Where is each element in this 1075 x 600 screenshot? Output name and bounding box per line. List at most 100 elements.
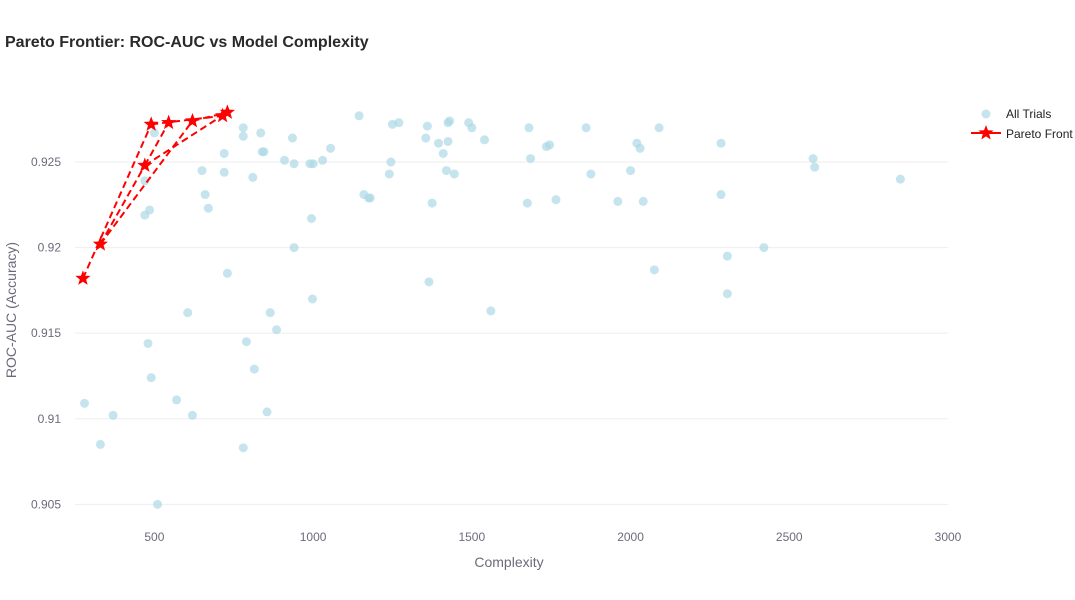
trial-point [421, 133, 431, 143]
trial-point [386, 157, 396, 167]
trial-point [197, 166, 207, 176]
legend[interactable]: All Trials Pareto Front [971, 107, 1073, 141]
pareto-point [92, 236, 108, 251]
trial-point [287, 133, 297, 143]
trial-point [307, 214, 317, 223]
legend-trials-marker [981, 109, 991, 119]
trial-point [810, 162, 820, 172]
trial-point [422, 121, 432, 131]
trial-point [438, 148, 448, 158]
trial-point [248, 172, 258, 182]
y-axis-title: ROC-AUC (Accuracy) [3, 242, 19, 378]
trial-point [187, 410, 197, 420]
trial-point [722, 251, 732, 261]
trial-point [424, 277, 434, 287]
pareto-segment [82, 123, 153, 279]
x-axis-title: Complexity [474, 554, 543, 570]
trial-point [384, 169, 394, 179]
trial-point [635, 143, 645, 153]
trial-point [524, 123, 534, 133]
x-tick-label: 2500 [776, 530, 803, 544]
trial-point [149, 128, 159, 138]
x-tick-label: 1000 [300, 530, 327, 544]
x-tick-label: 3000 [935, 530, 962, 544]
y-tick-label: 0.915 [31, 326, 61, 340]
pareto-segment [99, 164, 146, 245]
pareto-point [161, 114, 177, 130]
trial-point [289, 159, 299, 169]
trial-point [526, 154, 536, 164]
legend-trials-label: All Trials [1006, 107, 1051, 121]
trial-point [449, 169, 459, 179]
trial-point [443, 136, 453, 146]
x-tick-label: 1500 [458, 530, 485, 544]
trial-point [654, 123, 664, 133]
pareto-point [143, 116, 159, 131]
all-trials-series [80, 111, 905, 509]
trial-point [308, 159, 318, 169]
y-tick-label: 0.92 [38, 241, 62, 255]
trial-point [172, 395, 182, 405]
trial-point [354, 111, 364, 121]
pareto-point [219, 104, 235, 119]
trial-point [256, 128, 266, 138]
trial-point [241, 337, 251, 347]
trial-point [441, 166, 451, 176]
trial-point [238, 131, 248, 141]
legend-pareto-label: Pareto Front [1006, 127, 1073, 141]
trial-point [259, 147, 269, 157]
x-tick-labels: 500 1000 1500 2000 2500 3000 [144, 530, 961, 544]
pareto-point [75, 270, 91, 285]
trial-point [219, 167, 229, 177]
trial-point [280, 155, 290, 165]
trial-point [716, 138, 726, 148]
x-tick-label: 500 [144, 530, 164, 544]
y-tick-labels: 0.905 0.91 0.915 0.92 0.925 [31, 155, 61, 511]
trial-point [480, 135, 490, 145]
grid-lines [75, 161, 948, 505]
trial-point [486, 306, 496, 316]
pareto-point [137, 157, 153, 172]
trial-point [759, 243, 769, 253]
trial-point [200, 190, 210, 200]
trial-point [581, 123, 591, 133]
trial-point [586, 169, 596, 179]
trial-point [153, 499, 163, 509]
trial-point [238, 443, 248, 453]
trial-point [326, 143, 336, 153]
trial-point [427, 198, 437, 208]
trial-point [626, 166, 636, 176]
trial-point [249, 364, 259, 374]
trial-point [445, 116, 455, 126]
trial-point [222, 268, 232, 278]
trial-point [522, 198, 532, 208]
trial-point [95, 439, 105, 449]
y-tick-label: 0.925 [31, 155, 61, 169]
trial-point [238, 123, 248, 133]
trial-point [140, 176, 150, 186]
trial-point [551, 195, 561, 205]
trial-point [722, 289, 732, 299]
trial-point [265, 308, 275, 318]
trial-point [145, 205, 155, 215]
pareto-front-series [75, 104, 235, 285]
pareto-point [184, 112, 201, 128]
trial-point [289, 243, 299, 253]
y-tick-label: 0.91 [38, 412, 62, 426]
y-tick-label: 0.905 [31, 497, 61, 511]
trial-point [183, 308, 193, 318]
trial-point [108, 410, 118, 420]
trial-point [80, 398, 90, 408]
trial-point [219, 148, 229, 158]
trial-point [365, 193, 375, 203]
trial-point [146, 373, 156, 383]
trial-point [272, 325, 282, 335]
trial-point [318, 155, 328, 165]
chart-title: Pareto Frontier: ROC-AUC vs Model Comple… [5, 34, 369, 51]
trial-point [394, 118, 404, 128]
trial-point [143, 338, 153, 348]
trial-point [613, 196, 623, 206]
trial-point [649, 265, 659, 275]
trial-point [545, 140, 555, 150]
